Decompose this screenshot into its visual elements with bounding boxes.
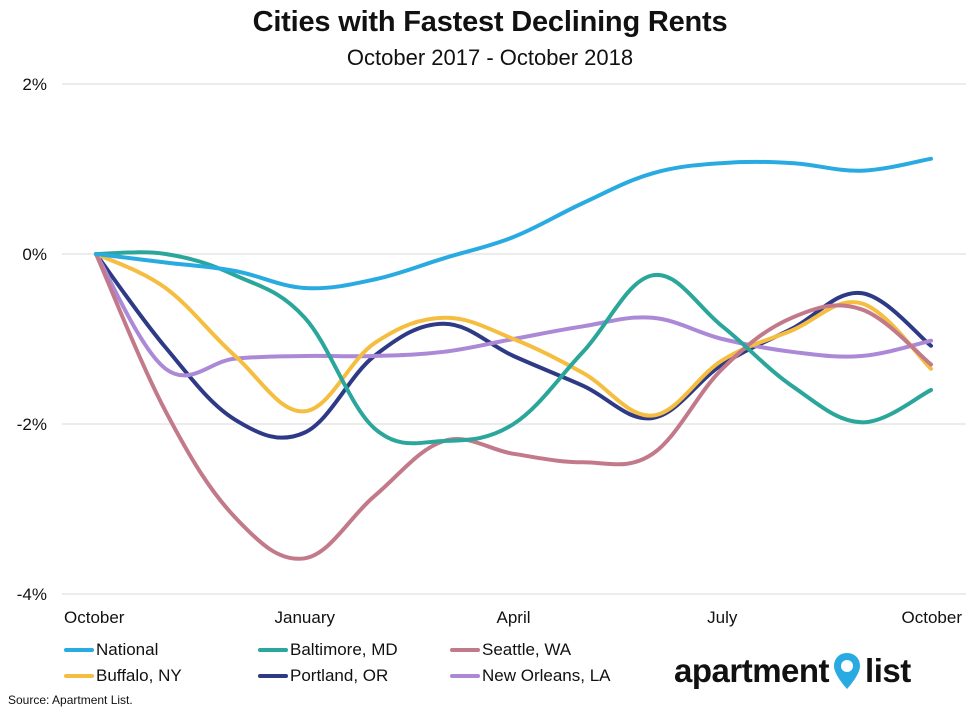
legend-label: Buffalo, NY <box>96 666 182 685</box>
legend-swatch <box>258 648 288 652</box>
y-tick-label: 0% <box>22 245 47 264</box>
legend-swatch <box>258 674 288 678</box>
series-line-portland-or <box>94 252 933 440</box>
chart-subtitle: October 2017 - October 2018 <box>346 45 634 70</box>
apartment-list-logo: apartment list <box>674 651 911 691</box>
x-axis-ticks: October January April July October <box>64 608 962 627</box>
legend-item: Portland, OR <box>258 666 388 686</box>
legend-label: National <box>96 640 159 659</box>
legend-label: New Orleans, LA <box>482 666 611 685</box>
source-note: Source: Apartment List. <box>8 693 133 707</box>
chart-title: Cities with Fastest Declining Rents <box>252 6 728 38</box>
series-line-buffalo-ny <box>94 252 933 418</box>
y-tick-label: -2% <box>17 415 47 434</box>
x-tick-label: October <box>64 608 125 627</box>
brand-word-list: list <box>865 652 911 689</box>
legend-item: Baltimore, MD <box>258 640 398 660</box>
x-tick-label: April <box>496 608 530 627</box>
legend-label: Portland, OR <box>290 666 389 685</box>
x-tick-label: July <box>707 608 738 627</box>
legend-swatch <box>450 648 480 652</box>
legend-label: Baltimore, MD <box>290 640 398 659</box>
series-lines <box>94 156 933 561</box>
y-tick-label: 2% <box>22 75 47 94</box>
series-line-baltimore-md <box>94 250 933 446</box>
series-line-national <box>94 156 933 291</box>
y-axis-ticks: 2% 0% -2% -4% <box>17 75 47 604</box>
legend-item: New Orleans, LA <box>450 666 611 686</box>
series-line-new-orleans-la <box>94 252 933 378</box>
legend-label: Seattle, WA <box>482 640 572 659</box>
legend-item: Buffalo, NY <box>64 666 182 686</box>
legend-item: National <box>64 640 158 660</box>
location-pin-icon <box>832 651 862 691</box>
series-line-seattle-wa <box>94 252 933 561</box>
x-tick-label: October <box>902 608 963 627</box>
y-tick-label: -4% <box>17 585 47 604</box>
legend-item: Seattle, WA <box>450 640 571 660</box>
x-tick-label: January <box>275 608 336 627</box>
legend-swatch <box>450 674 480 678</box>
legend-swatch <box>64 648 94 652</box>
brand-word-apartment: apartment <box>674 652 830 689</box>
legend-swatch <box>64 674 94 678</box>
